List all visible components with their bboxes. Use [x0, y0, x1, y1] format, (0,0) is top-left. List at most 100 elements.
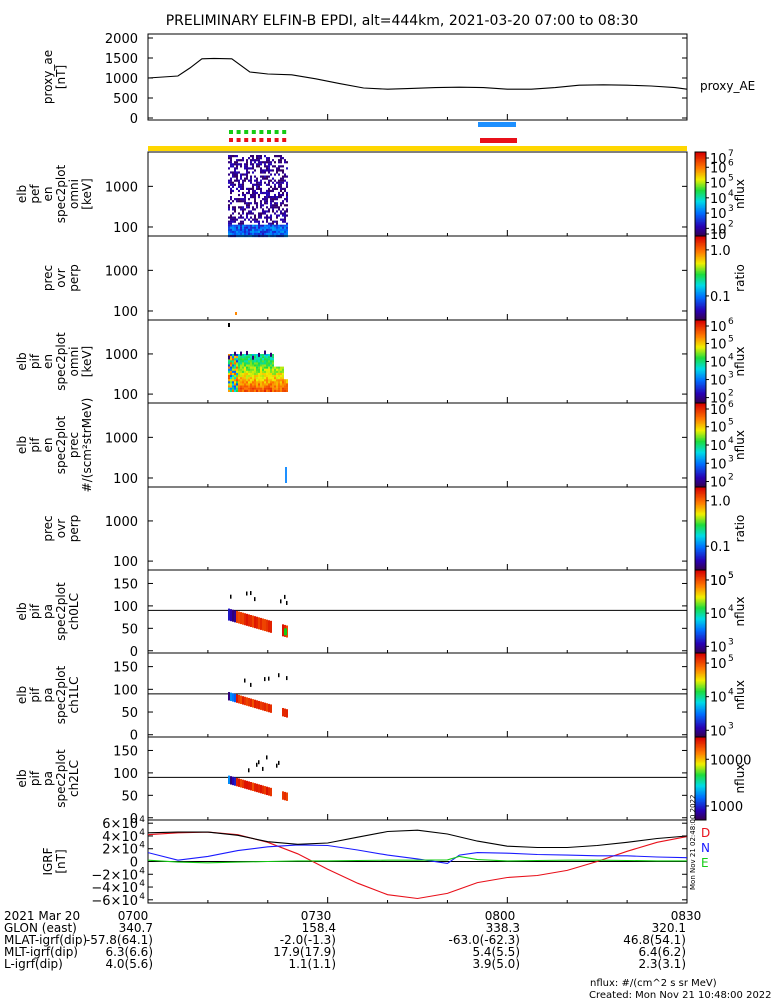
heatmap-cell: [260, 214, 262, 217]
colorbar-segment: [695, 315, 706, 318]
heatmap-cell: [232, 175, 234, 178]
heatmap-cell: [240, 379, 242, 382]
heatmap-cell: [282, 165, 284, 168]
heatmap-cell: [268, 375, 270, 378]
heatmap-cell: [284, 228, 286, 231]
heatmap-cell: [228, 370, 230, 374]
heatmap-cell: [260, 372, 262, 376]
colorbar-segment: [695, 421, 706, 424]
ephemeris-cell: 340.7: [119, 921, 153, 935]
colorbar-segment: [695, 682, 706, 685]
y-tick-label: 1000: [105, 264, 138, 279]
heatmap-cell: [242, 222, 244, 225]
heatmap-cell: [268, 383, 270, 386]
heatmap-cell: [262, 356, 264, 359]
heatmap-cell: [278, 196, 280, 199]
colorbar-segment: [695, 506, 706, 509]
colorbar-segment: [695, 320, 706, 322]
heatmap-cell: [230, 226, 232, 229]
heatmap-cell: [232, 368, 234, 371]
colorbar-segment: [695, 180, 706, 182]
colorbar-segment: [695, 693, 706, 696]
heatmap-cell: [234, 351, 236, 356]
heatmap-cell: [284, 216, 286, 219]
heatmap-cell: [234, 364, 236, 367]
heatmap-cell: [276, 155, 278, 158]
heatmap-cell: [276, 389, 278, 392]
heatmap-cell: [228, 173, 230, 176]
heatmap-cell: [280, 389, 282, 392]
colorbar-segment: [695, 432, 706, 435]
heatmap-cell: [274, 226, 276, 229]
colorbar-segment: [695, 171, 706, 174]
heatmap-cell: [232, 155, 234, 158]
heatmap-cell: [266, 377, 268, 380]
colorbar-segment: [695, 212, 706, 215]
heatmap-cell: [246, 169, 248, 172]
heatmap-cell: [252, 354, 254, 357]
heatmap-cell: [276, 383, 278, 386]
heatmap-cell: [272, 189, 274, 193]
heatmap-cell: [272, 362, 274, 365]
heatmap-cell: [280, 161, 282, 164]
heatmap-cell: [278, 226, 280, 229]
colorbar-tick-label: 0.1: [710, 290, 731, 305]
heatmap-cell: [266, 389, 268, 392]
heatmap-cell: [274, 155, 276, 158]
heatmap-cell: [254, 381, 256, 384]
heatmap-cell: [272, 230, 274, 234]
colorbar-segment: [695, 475, 706, 478]
y-axis-label: IGRF [nT]: [41, 847, 68, 875]
colorbar-segment: [695, 704, 706, 707]
heatmap-cell: [250, 682, 252, 687]
heatmap-cell: [230, 362, 232, 365]
colorbar-tick-label: 10: [710, 657, 727, 672]
status-red-dot: [274, 138, 279, 142]
heatmap-cell: [256, 204, 258, 207]
heatmap-cell: [238, 163, 240, 166]
heatmap-cell: [282, 232, 284, 236]
heatmap-cell: [286, 204, 288, 207]
heatmap-cell: [242, 208, 244, 211]
colorbar-tick-exp: 5: [728, 654, 734, 664]
y-tick-label: 0: [130, 645, 138, 660]
heatmap-cell: [232, 226, 234, 229]
colorbar-segment: [695, 539, 706, 542]
colorbar-segment: [695, 257, 706, 259]
heatmap-cell: [236, 377, 238, 380]
colorbar-segment: [695, 815, 706, 818]
colorbar-segment: [695, 453, 706, 456]
heatmap-cell: [240, 159, 242, 162]
heatmap-cell: [246, 370, 248, 374]
colorbar-segment: [695, 717, 706, 720]
colorbar-segment: [695, 761, 706, 764]
heatmap-cell: [266, 200, 268, 203]
colorbar-tick-exp: 7: [728, 149, 734, 159]
heatmap-cell: [276, 202, 278, 205]
colorbar-segment: [695, 737, 706, 739]
colorbar-segment: [695, 513, 706, 516]
heatmap-cell: [240, 779, 242, 788]
colorbar-segment: [695, 311, 706, 314]
colorbar-segment: [695, 671, 706, 674]
heatmap-cell: [250, 377, 252, 380]
heatmap-cell: [238, 198, 240, 201]
heatmap-cell: [268, 228, 270, 231]
heatmap-cell: [252, 157, 254, 160]
heatmap-cell: [242, 358, 244, 361]
colorbar-tick-label: 10: [710, 724, 727, 739]
heatmap-cell: [268, 703, 270, 713]
heatmap-cell: [248, 224, 250, 227]
heatmap-cell: [228, 206, 230, 209]
heatmap-cell: [246, 171, 248, 174]
colorbar-segment: [695, 174, 706, 177]
y-tick-label: 100: [113, 221, 138, 236]
colorbar-segment: [695, 685, 706, 688]
heatmap-cell: [282, 383, 284, 386]
heatmap-cell: [258, 161, 260, 164]
colorbar-segment: [695, 387, 706, 390]
heatmap-cell: [232, 360, 234, 363]
y-axis-label-line: elb: [15, 686, 29, 704]
heatmap-cell: [284, 187, 286, 190]
colorbar-tick-exp: 5: [728, 571, 734, 581]
